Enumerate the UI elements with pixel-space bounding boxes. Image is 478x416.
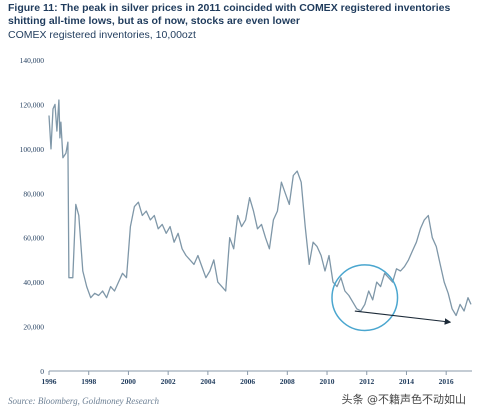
series-layer — [48, 99, 472, 317]
comparison-arrow — [354, 310, 452, 325]
figure-title: Figure 11: The peak in silver prices in … — [8, 2, 451, 27]
x-tick-label: 2010 — [320, 377, 335, 386]
x-tick-label: 2006 — [240, 377, 255, 386]
watermark: 头条 @不籍声色不动如山 — [341, 393, 467, 406]
series-line — [48, 99, 472, 317]
highlight-circle — [331, 264, 399, 332]
y-tick-label: 60,000 — [23, 234, 44, 243]
x-tick-label: 1998 — [81, 377, 96, 386]
chart-subtitle: COMEX registered inventories, 10,00ozt — [8, 29, 196, 41]
y-tick-label: 100,000 — [20, 145, 45, 154]
x-tick-label: 2008 — [280, 377, 295, 386]
y-tick-label: 20,000 — [23, 323, 44, 332]
y-tick-label: 0 — [40, 367, 44, 376]
x-tick-label: 2000 — [121, 377, 136, 386]
y-axis: 0 20,000 40,000 60,000 80,000 100,000 120,000 1… — [20, 56, 45, 376]
x-tick-label: 2016 — [439, 377, 454, 386]
annotation-layer — [331, 264, 452, 332]
x-tick-label: 2004 — [200, 377, 215, 386]
y-tick-label: 120,000 — [20, 100, 45, 109]
y-tick-label: 140,000 — [20, 56, 45, 65]
x-tick-label: 2012 — [359, 377, 374, 386]
x-tick-label: 2002 — [161, 377, 176, 386]
y-tick-label: 80,000 — [23, 189, 44, 198]
x-tick-label: 2014 — [399, 377, 414, 386]
x-tick-label: 1996 — [42, 377, 57, 386]
x-axis: 1996 1998 2000 2002 2004 2006 2008 2010 2012 2014… — [42, 370, 472, 386]
source-note: Source: Bloomberg, Goldmoney Research — [8, 396, 159, 406]
y-tick-label: 40,000 — [23, 278, 44, 287]
